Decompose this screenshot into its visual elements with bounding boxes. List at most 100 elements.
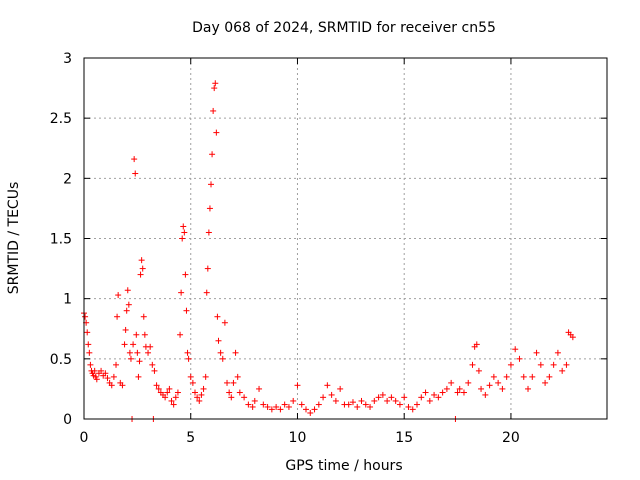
data-point	[290, 397, 297, 404]
data-point	[478, 385, 485, 392]
data-point	[525, 385, 532, 392]
data-point	[245, 401, 252, 408]
data-point	[141, 331, 148, 338]
x-tick-label: 15	[395, 430, 413, 446]
data-point	[294, 382, 301, 389]
data-point	[187, 373, 194, 380]
data-point	[138, 257, 145, 264]
data-point	[102, 370, 109, 377]
data-point	[503, 373, 510, 380]
data-point	[226, 389, 233, 396]
data-point	[298, 401, 305, 408]
data-point	[448, 379, 455, 386]
data-point	[205, 229, 212, 236]
data-point	[108, 382, 115, 389]
data-point	[123, 307, 130, 314]
data-point	[140, 313, 147, 320]
data-point	[320, 394, 327, 401]
data-point	[182, 271, 189, 278]
data-point	[200, 385, 207, 392]
y-tick-label: 2	[63, 171, 72, 187]
data-point	[475, 367, 482, 374]
data-point	[127, 355, 134, 362]
data-point	[133, 331, 140, 338]
data-point	[277, 406, 284, 413]
data-point	[311, 406, 318, 413]
data-point	[516, 355, 523, 362]
data-point	[234, 373, 241, 380]
data-point	[499, 385, 506, 392]
data-point	[228, 394, 235, 401]
data-point	[512, 346, 519, 353]
data-point	[232, 349, 239, 356]
data-point	[537, 361, 544, 368]
data-point	[208, 181, 215, 188]
data-point	[174, 389, 181, 396]
x-tick-label: 20	[502, 430, 520, 446]
data-point	[134, 349, 141, 356]
data-point	[183, 307, 190, 314]
data-point	[145, 349, 152, 356]
data-point	[435, 394, 442, 401]
data-point	[315, 401, 322, 408]
data-point	[559, 367, 566, 374]
data-series-cn55	[81, 80, 576, 422]
data-point	[211, 85, 218, 92]
data-point	[215, 337, 222, 344]
data-point	[170, 401, 177, 408]
data-point	[431, 391, 438, 398]
data-point	[110, 373, 117, 380]
y-tick-label: 2.5	[50, 111, 72, 127]
data-point	[281, 401, 288, 408]
data-point	[87, 361, 94, 368]
data-point	[456, 385, 463, 392]
data-point	[251, 397, 258, 404]
data-point	[482, 391, 489, 398]
data-point	[328, 391, 335, 398]
data-point	[153, 382, 160, 389]
data-point	[114, 313, 121, 320]
data-point	[189, 379, 196, 386]
data-point	[178, 289, 185, 296]
data-point	[155, 385, 162, 392]
data-point	[135, 373, 142, 380]
data-point	[392, 397, 399, 404]
data-point	[166, 385, 173, 392]
data-point	[85, 341, 92, 348]
data-point	[192, 389, 199, 396]
data-point	[520, 373, 527, 380]
data-point	[224, 379, 231, 386]
data-point	[177, 331, 184, 338]
data-point	[367, 403, 374, 410]
chart-title: Day 068 of 2024, SRMTID for receiver cn5…	[192, 20, 496, 36]
data-point	[384, 397, 391, 404]
data-point	[529, 373, 536, 380]
data-point	[196, 397, 203, 404]
data-point	[388, 394, 395, 401]
data-point	[546, 373, 553, 380]
data-point	[230, 379, 237, 386]
data-point	[194, 394, 201, 401]
x-tick-label: 5	[186, 430, 195, 446]
data-point	[473, 341, 480, 348]
data-point	[337, 385, 344, 392]
data-point	[454, 389, 461, 396]
data-point	[164, 389, 171, 396]
data-point	[172, 394, 179, 401]
data-point	[563, 361, 570, 368]
data-point	[151, 367, 158, 374]
data-point	[354, 403, 361, 410]
data-point	[371, 397, 378, 404]
data-point	[249, 403, 256, 410]
data-point	[507, 361, 514, 368]
data-point	[542, 379, 549, 386]
data-point	[202, 373, 209, 380]
data-point	[379, 391, 386, 398]
data-point	[285, 403, 292, 410]
data-point	[179, 235, 186, 242]
axis-ticks: 0 0.5 1 1.5 2 2.5 3 0 5 10 15 20	[50, 51, 607, 446]
data-point	[358, 397, 365, 404]
data-point	[219, 355, 226, 362]
data-point	[125, 301, 132, 308]
